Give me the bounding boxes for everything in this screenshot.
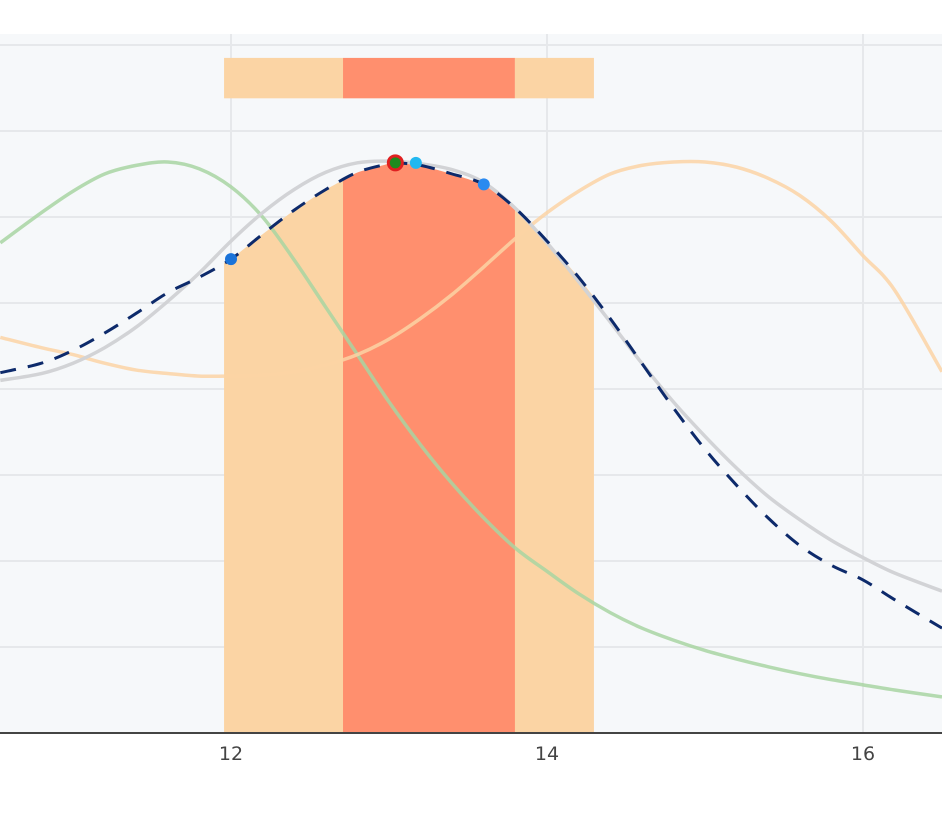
interval-bar: [224, 57, 594, 99]
marker-point-13.6[interactable]: [477, 178, 490, 191]
data-markers: [225, 154, 490, 266]
x-axis-ticks: 12 14 16: [219, 743, 875, 765]
inner-interval-band: [343, 162, 515, 733]
marker-peak[interactable]: [386, 154, 404, 172]
series-predicted-line: [0, 161, 942, 630]
x-tick-label: 12: [219, 743, 243, 765]
interval-bands: [224, 162, 594, 734]
series-green-line: [0, 160, 942, 699]
series-orange-line: [0, 159, 942, 379]
marker-point-13.17[interactable]: [409, 156, 422, 169]
interval-bar-segment: [224, 57, 344, 99]
series-reference-line: [0, 159, 942, 593]
interval-bar-segment: [514, 57, 594, 99]
x-tick-label: 14: [535, 743, 559, 765]
series-lines: [0, 159, 942, 699]
interval-bar-segment: [343, 57, 515, 99]
x-tick-label: 16: [851, 743, 875, 765]
marker-point-12[interactable]: [225, 253, 237, 266]
